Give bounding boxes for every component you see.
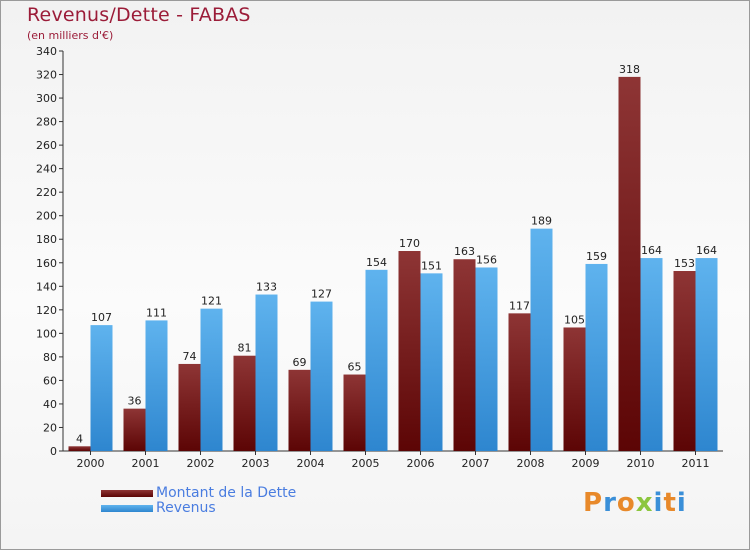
data-label-revenus: 159 bbox=[586, 250, 607, 263]
bar-revenus bbox=[90, 325, 113, 451]
x-tick-label: 2003 bbox=[242, 457, 270, 470]
y-tick-label: 140 bbox=[36, 280, 57, 293]
legend-swatch-revenus bbox=[101, 505, 153, 512]
x-tick-label: 2011 bbox=[682, 457, 710, 470]
data-label-debt: 65 bbox=[348, 361, 362, 374]
data-label-revenus: 111 bbox=[146, 306, 167, 319]
data-label-revenus: 127 bbox=[311, 288, 332, 301]
data-label-revenus: 164 bbox=[696, 244, 717, 257]
bar-debt bbox=[563, 327, 586, 451]
y-tick-label: 180 bbox=[36, 233, 57, 246]
logo-letter: P bbox=[583, 488, 604, 518]
y-tick-label: 300 bbox=[36, 92, 57, 105]
bar-debt bbox=[673, 271, 696, 451]
legend-label-debt: Montant de la Dette bbox=[156, 485, 297, 501]
x-tick-label: 2006 bbox=[407, 457, 435, 470]
bars bbox=[68, 76, 718, 451]
data-label-revenus: 107 bbox=[91, 311, 112, 324]
chart-subtitle: (en milliers d'€) bbox=[27, 29, 114, 42]
bar-debt bbox=[288, 369, 311, 451]
data-label-revenus: 164 bbox=[641, 244, 662, 257]
x-tick-label: 2010 bbox=[627, 457, 655, 470]
bar-debt bbox=[618, 76, 641, 451]
data-label-debt: 153 bbox=[674, 257, 695, 270]
bar-debt bbox=[453, 259, 476, 451]
bar-debt bbox=[343, 374, 366, 451]
bar-revenus bbox=[695, 258, 718, 451]
data-label-revenus: 189 bbox=[531, 215, 552, 228]
y-tick-label: 280 bbox=[36, 116, 57, 129]
bar-revenus bbox=[475, 267, 498, 451]
data-label-debt: 69 bbox=[293, 356, 307, 369]
bar-revenus bbox=[200, 308, 223, 451]
data-label-revenus: 133 bbox=[256, 281, 277, 294]
data-label-debt: 4 bbox=[76, 432, 83, 445]
bar-debt bbox=[123, 408, 146, 451]
data-labels: 4107361117412181133691276515417015116315… bbox=[76, 63, 717, 445]
y-tick-label: 100 bbox=[36, 327, 57, 340]
logo-letter: i bbox=[676, 488, 687, 518]
logo-letter: o bbox=[616, 488, 636, 518]
chart-title: Revenus/Dette - FABAS bbox=[27, 4, 251, 26]
x-axis: 2000 2001 2002 2003 2004 2005 2006 2007 2008 2009… bbox=[63, 450, 723, 470]
bar-revenus bbox=[585, 263, 608, 451]
data-label-debt: 105 bbox=[564, 313, 585, 326]
x-tick-label: 2009 bbox=[572, 457, 600, 470]
bar-revenus bbox=[145, 320, 168, 451]
y-tick-label: 60 bbox=[43, 374, 57, 387]
y-tick-label: 0 bbox=[50, 445, 57, 458]
bar-revenus bbox=[420, 273, 443, 451]
x-tick-label: 2007 bbox=[462, 457, 490, 470]
bar-debt bbox=[508, 313, 531, 451]
bar-debt bbox=[68, 446, 91, 451]
y-tick-label: 260 bbox=[36, 139, 57, 152]
data-label-revenus: 154 bbox=[366, 256, 387, 269]
bar-debt bbox=[178, 363, 201, 451]
bar-revenus bbox=[255, 294, 278, 451]
y-tick-label: 240 bbox=[36, 163, 57, 176]
logo-letter: x bbox=[635, 488, 654, 518]
x-tick-label: 2001 bbox=[132, 457, 160, 470]
bar-revenus bbox=[530, 228, 553, 451]
data-label-revenus: 156 bbox=[476, 253, 497, 266]
bar-revenus bbox=[310, 301, 333, 451]
y-axis: 0 20 40 60 80 100 120 140 160 180 200 220 240 260 280 3… bbox=[36, 45, 64, 458]
data-label-debt: 117 bbox=[509, 299, 530, 312]
data-label-debt: 74 bbox=[183, 350, 197, 363]
proxiti-logo: Proxiti bbox=[583, 488, 687, 518]
y-tick-label: 120 bbox=[36, 304, 57, 317]
x-tick-label: 2005 bbox=[352, 457, 380, 470]
x-tick-label: 2004 bbox=[297, 457, 325, 470]
legend-label-revenus: Revenus bbox=[156, 500, 216, 516]
y-tick-label: 80 bbox=[43, 351, 57, 364]
data-label-debt: 163 bbox=[454, 245, 475, 258]
bar-debt bbox=[398, 251, 421, 451]
bar-debt bbox=[233, 355, 256, 451]
data-label-debt: 81 bbox=[238, 342, 252, 355]
data-label-revenus: 151 bbox=[421, 259, 442, 272]
data-label-debt: 36 bbox=[128, 395, 142, 408]
bar-revenus bbox=[640, 258, 663, 451]
y-tick-label: 220 bbox=[36, 186, 57, 199]
y-tick-label: 200 bbox=[36, 210, 57, 223]
x-tick-label: 2002 bbox=[187, 457, 215, 470]
legend-swatch-debt bbox=[101, 490, 153, 497]
y-tick-label: 160 bbox=[36, 257, 57, 270]
data-label-debt: 170 bbox=[399, 237, 420, 250]
bar-revenus bbox=[365, 269, 388, 451]
logo-letter: t bbox=[663, 488, 677, 518]
data-label-debt: 318 bbox=[619, 63, 640, 76]
x-tick-label: 2008 bbox=[517, 457, 545, 470]
y-tick-label: 40 bbox=[43, 398, 57, 411]
logo-letter: r bbox=[603, 488, 617, 518]
y-tick-label: 340 bbox=[36, 45, 57, 58]
data-label-revenus: 121 bbox=[201, 295, 222, 308]
y-tick-label: 20 bbox=[43, 421, 57, 434]
y-tick-label: 320 bbox=[36, 69, 57, 82]
logo-letter: i bbox=[653, 488, 664, 518]
x-tick-label: 2000 bbox=[77, 457, 105, 470]
